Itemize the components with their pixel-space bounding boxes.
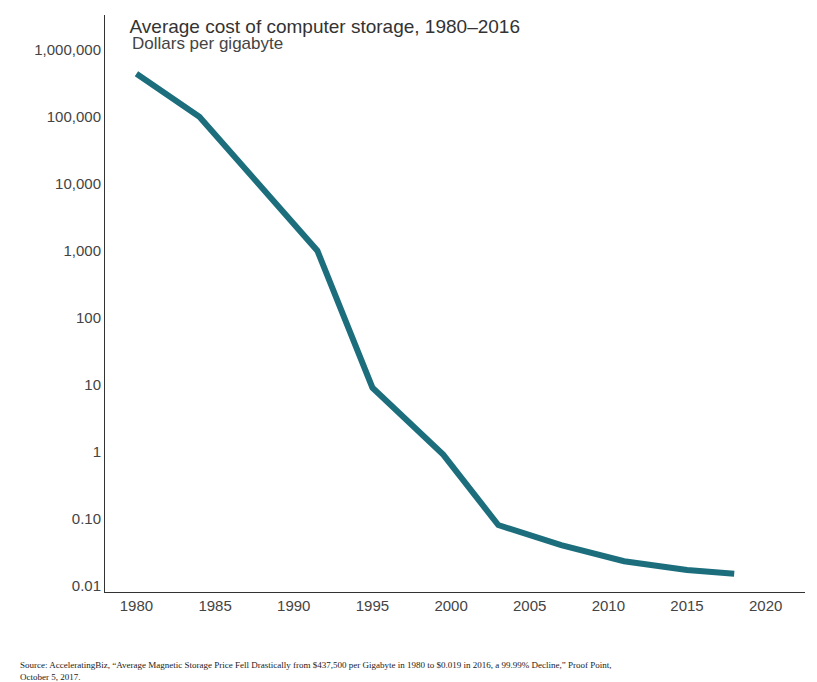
svg-text:0.10: 0.10 [72, 510, 101, 527]
svg-text:100: 100 [76, 309, 101, 326]
svg-text:1,000: 1,000 [63, 242, 101, 259]
svg-text:1: 1 [93, 443, 101, 460]
svg-text:2015: 2015 [670, 597, 703, 614]
svg-text:1,000,000: 1,000,000 [34, 41, 101, 58]
svg-text:2010: 2010 [592, 597, 625, 614]
svg-text:2005: 2005 [513, 597, 546, 614]
svg-text:0.01: 0.01 [72, 577, 101, 594]
svg-text:1990: 1990 [277, 597, 310, 614]
svg-text:2000: 2000 [434, 597, 467, 614]
svg-text:100,000: 100,000 [47, 108, 101, 125]
svg-text:1995: 1995 [356, 597, 389, 614]
svg-text:10: 10 [84, 376, 101, 393]
svg-text:1985: 1985 [198, 597, 231, 614]
svg-text:Average cost of computer stora: Average cost of computer storage, 1980–2… [130, 16, 520, 37]
svg-text:Dollars per gigabyte: Dollars per gigabyte [132, 34, 283, 53]
svg-text:1980: 1980 [120, 597, 153, 614]
svg-text:10,000: 10,000 [55, 175, 101, 192]
svg-text:2020: 2020 [749, 597, 782, 614]
svg-text:Source: AcceleratingBiz, “Aver: Source: AcceleratingBiz, “Average Magnet… [20, 660, 611, 682]
